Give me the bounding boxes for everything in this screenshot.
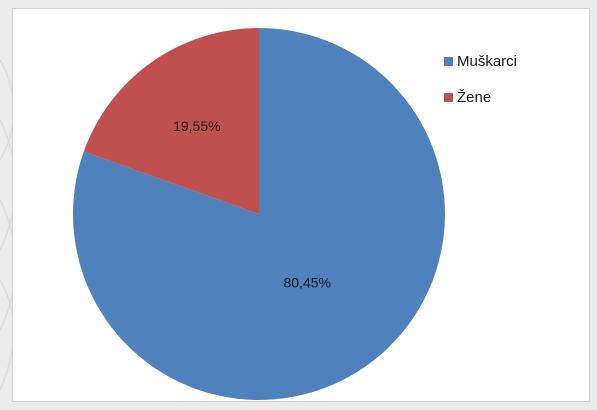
legend-label-zene: Žene (457, 88, 492, 106)
legend-item-muskarci: Muškarci (444, 50, 517, 72)
chart-legend: Muškarci Žene (444, 50, 517, 122)
legend-swatch-zene (444, 92, 453, 102)
data-label-zene: 19,55% (173, 118, 220, 134)
legend-item-zene: Žene (444, 86, 517, 108)
legend-label-muskarci: Muškarci (457, 52, 518, 70)
data-label-muskarci: 80,45% (283, 274, 330, 290)
pie-slice-zene (83, 28, 259, 214)
legend-swatch-muskarci (444, 56, 453, 66)
